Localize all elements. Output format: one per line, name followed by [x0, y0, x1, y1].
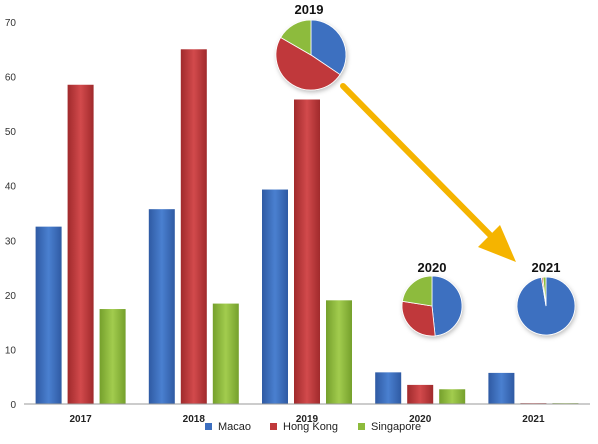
legend-label-hong-kong: Hong Kong	[283, 421, 338, 433]
bars	[35, 49, 579, 405]
bar-singapore-2019	[326, 300, 352, 404]
bar-hong-kong-2017	[67, 84, 94, 404]
pie-title: 2020	[418, 260, 447, 275]
x-tick-label: 2018	[183, 414, 206, 425]
pie-title: 2019	[295, 2, 324, 17]
pie-2019-slice-hong-kong	[275, 36, 341, 91]
legend-swatch-hong-kong	[270, 423, 277, 430]
pie-2019-slice-singapore	[280, 19, 312, 56]
x-tick-label: 2019	[296, 414, 319, 425]
pie-2019-slice-macao	[310, 19, 347, 76]
bar-macao-2018	[148, 209, 175, 404]
pie-title: 2021	[532, 260, 561, 275]
x-tick-label: 2021	[522, 414, 545, 425]
y-tick-label: 50	[5, 127, 17, 138]
bar-singapore-2017	[99, 309, 126, 404]
pie-2020-slice-singapore	[401, 275, 433, 307]
trend-arrow	[340, 83, 516, 262]
bar-singapore-2020	[439, 389, 466, 404]
y-tick-label: 30	[5, 236, 17, 247]
x-tick-label: 2017	[69, 414, 92, 425]
pie-2019	[275, 19, 347, 91]
y-tick-label: 40	[5, 182, 17, 193]
y-tick-label: 60	[5, 73, 17, 84]
y-tick-label: 10	[5, 345, 17, 356]
x-tick-label: 2020	[409, 414, 432, 425]
pie-2020-slice-macao	[431, 275, 463, 337]
bar-singapore-2018	[212, 303, 239, 404]
y-axis: 0 10 20 30 40 50 60 70	[5, 18, 17, 411]
legend-swatch-singapore	[358, 423, 365, 430]
bar-hong-kong-2018	[180, 49, 207, 405]
y-tick-label: 0	[10, 400, 16, 411]
pies: 2019 2020 2021	[275, 2, 576, 337]
pie-2021-slice-singapore	[542, 276, 547, 307]
pie-2021	[516, 276, 576, 336]
legend-label-macao: Macao	[218, 421, 251, 433]
bar-macao-2017	[35, 226, 62, 404]
bar-hong-kong-2019	[294, 99, 320, 405]
y-tick-label: 70	[5, 18, 17, 29]
bar-hong-kong-2020	[407, 384, 434, 404]
pie-2020	[401, 275, 463, 337]
pie-2020-slice-hong-kong	[401, 300, 436, 337]
legend-swatch-macao	[205, 423, 212, 430]
legend-label-singapore: Singapore	[371, 421, 421, 433]
bar-macao-2021	[488, 372, 515, 404]
bar-macao-2020	[375, 372, 402, 404]
bar-macao-2019	[262, 189, 288, 404]
y-tick-label: 20	[5, 291, 17, 302]
pie-2021-slice-macao	[516, 276, 576, 336]
legend: Macao Hong Kong Singapore	[205, 421, 421, 433]
x-axis: 2017 2018 2019 2020 2021	[24, 403, 590, 425]
